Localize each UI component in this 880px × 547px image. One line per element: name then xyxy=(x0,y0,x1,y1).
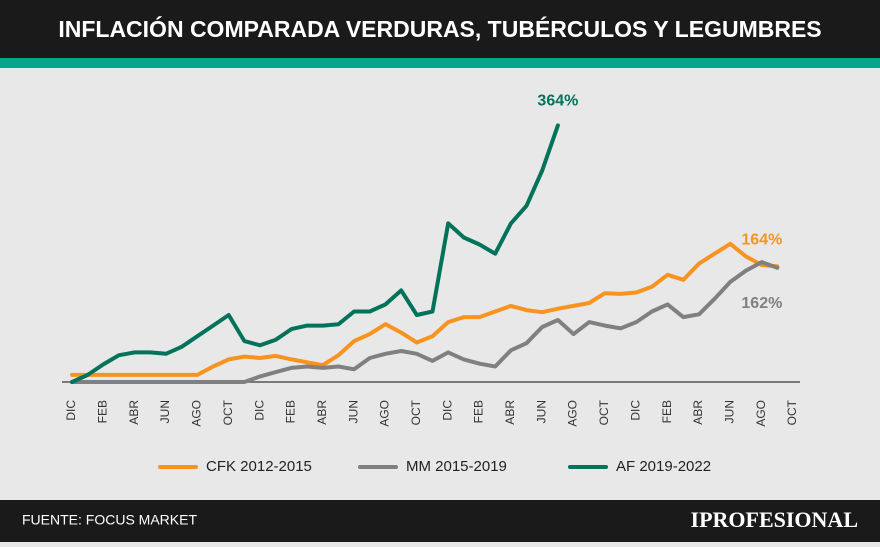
x-tick-label: FEB xyxy=(472,400,486,423)
source: FUENTE: FOCUS MARKET xyxy=(22,512,197,528)
legend-label: MM 2015-2019 xyxy=(406,458,507,475)
x-tick-label: FEB xyxy=(96,400,110,423)
footer xyxy=(0,500,880,542)
legend-label: CFK 2012-2015 xyxy=(206,458,312,475)
x-tick-label: AGO xyxy=(378,400,392,427)
x-tick-label: JUN xyxy=(346,400,360,423)
x-tick-label: OCT xyxy=(409,399,423,425)
value-label: 162% xyxy=(741,295,782,312)
value-label: 164% xyxy=(741,232,782,249)
x-tick-label: DIC xyxy=(628,400,642,421)
legend-label: AF 2019-2022 xyxy=(616,458,711,475)
x-tick-label: OCT xyxy=(785,399,799,425)
x-tick-label: DIC xyxy=(64,400,78,421)
x-tick-label: DIC xyxy=(252,400,266,421)
x-tick-label: JUN xyxy=(534,400,548,423)
chart-title: INFLACIÓN COMPARADA VERDURAS, TUBÉRCULOS… xyxy=(58,15,821,42)
x-tick-label: FEB xyxy=(284,400,298,423)
x-tick-label: OCT xyxy=(221,399,235,425)
series-line xyxy=(70,260,780,384)
x-tick-label: ABR xyxy=(503,400,517,425)
header xyxy=(0,0,880,58)
x-tick-label: JUN xyxy=(722,400,736,423)
value-label: 364% xyxy=(537,93,578,110)
x-tick-label: FEB xyxy=(660,400,674,423)
x-tick-label: ABR xyxy=(315,400,329,425)
x-tick-label: ABR xyxy=(127,400,141,425)
x-tick-label: AGO xyxy=(190,400,204,427)
x-tick-label: DIC xyxy=(440,400,454,421)
x-tick-label: JUN xyxy=(158,400,172,423)
x-tick-label: AGO xyxy=(754,400,768,427)
brand: IPROFESIONAL xyxy=(691,507,858,532)
x-tick-label: OCT xyxy=(597,399,611,425)
series-line xyxy=(70,123,560,384)
x-tick-label: ABR xyxy=(691,400,705,425)
series-line xyxy=(70,241,780,377)
header-stripe xyxy=(0,58,880,68)
x-tick-label: AGO xyxy=(566,400,580,427)
